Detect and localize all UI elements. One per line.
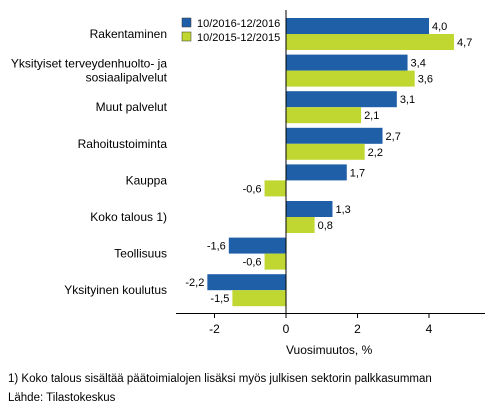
bar <box>286 70 415 87</box>
data-label: 2,2 <box>368 147 383 159</box>
value-labels: 4,0 4,7 3,4 3,63,1 2,1 2,72,21,7 -0,6 1,30,8 -1,… <box>185 21 472 305</box>
legend-swatch <box>181 31 192 42</box>
bar <box>207 274 286 291</box>
category-label: Koko talous 1) <box>90 210 167 224</box>
bar-chart: Rakentaminen Yksityiset terveydenhuolto- … <box>11 10 485 357</box>
bar <box>264 253 286 270</box>
category-label: Teollisuus <box>114 247 167 261</box>
x-axis: -2 0 2 4 Vuosimuutos, % <box>176 10 485 357</box>
category-label: Yksityinen koulutus <box>64 283 167 297</box>
bar <box>286 143 365 160</box>
category-label: Rahoitustoiminta <box>78 137 168 151</box>
x-axis-label: Vuosimuutos, % <box>286 343 373 357</box>
data-label: 3,1 <box>400 94 415 106</box>
bar <box>286 127 383 144</box>
bar <box>286 18 429 34</box>
data-label: 3,4 <box>411 58 426 70</box>
bar <box>232 290 286 307</box>
data-label: 4,7 <box>457 37 472 49</box>
bar <box>228 237 286 254</box>
category-label-line: sosiaalipalvelut <box>86 71 168 85</box>
data-label: 1,7 <box>350 167 365 179</box>
legend-label: 10/2016-12/2016 <box>197 18 280 30</box>
data-label: -2,2 <box>185 277 204 289</box>
bar <box>286 164 347 181</box>
category-label: Rakentaminen <box>90 27 167 41</box>
x-tick-label: 2 <box>354 322 361 336</box>
footnote-text: 1) Koko talous sisältää päätoimialojen l… <box>8 373 432 385</box>
category-label: Yksityiset terveydenhuolto- ja sosiaalipa… <box>11 57 168 85</box>
bar <box>286 54 408 71</box>
footnotes: 1) Koko talous sisältää päätoimialojen l… <box>8 370 432 408</box>
data-label: -1,6 <box>207 241 226 253</box>
legend-label: 10/2015-12/2015 <box>197 32 280 44</box>
data-label: -0,6 <box>243 183 262 195</box>
data-label: 2,1 <box>364 110 379 122</box>
data-label: 0,8 <box>318 220 333 232</box>
bar <box>286 91 397 108</box>
bar <box>286 201 333 217</box>
legend: 10/2016-12/2016 10/2015-12/2015 <box>181 17 280 44</box>
category-labels: Rakentaminen Yksityiset terveydenhuolto- … <box>11 27 168 297</box>
bar <box>286 107 362 124</box>
bar <box>286 217 315 233</box>
category-label: Kauppa <box>126 173 168 187</box>
bar <box>264 180 286 197</box>
data-label: -1,5 <box>210 293 229 305</box>
category-label: Muut palvelut <box>96 100 168 114</box>
x-tick-label: 4 <box>426 322 433 336</box>
x-tick-label: -2 <box>209 322 220 336</box>
source-text: Lähde: Tilastokeskus <box>8 392 116 404</box>
data-label: 1,3 <box>335 204 350 216</box>
bar <box>286 34 455 50</box>
data-label: 4,0 <box>432 21 447 33</box>
data-label: 2,7 <box>386 131 401 143</box>
data-label: 3,6 <box>418 74 433 86</box>
data-label: -0,6 <box>243 257 262 269</box>
bars <box>207 18 455 307</box>
legend-swatch <box>181 17 192 28</box>
x-tick-label: 0 <box>283 322 290 336</box>
category-label-line: Yksityiset terveydenhuolto- ja <box>11 57 167 71</box>
